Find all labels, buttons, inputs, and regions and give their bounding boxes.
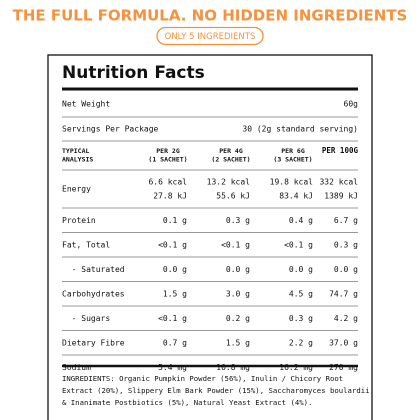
cell: 0.1 g xyxy=(163,216,187,225)
cell: <0.1 g xyxy=(158,240,187,249)
cell: 83.4 kJ xyxy=(279,192,313,201)
cell: 0.3 g xyxy=(226,216,250,225)
cell: 270 mg xyxy=(329,363,358,372)
row-label: Sodium xyxy=(62,363,91,372)
row-label: - Sugars xyxy=(62,314,110,323)
column-header: (3 SACHET) xyxy=(273,156,312,164)
ingredients-line: & Inanimate Postbiotics (5%), Natural Ye… xyxy=(62,398,312,407)
cell: 1.5 g xyxy=(163,289,187,298)
cell: 1389 kJ xyxy=(324,192,358,201)
cell: <0.1 g xyxy=(158,314,187,323)
row-label: Carbohydrates xyxy=(62,289,125,298)
column-header: ANALYSIS xyxy=(62,156,93,164)
label: Servings Per Package xyxy=(62,125,159,134)
cell: 0.3 g xyxy=(334,240,358,249)
cell: 1.5 g xyxy=(226,338,250,347)
cell: 0.0 g xyxy=(289,265,313,274)
cell: 55.6 kJ xyxy=(216,192,250,201)
column-header: (2 SACHET) xyxy=(211,156,250,164)
cell: 332 kcal xyxy=(319,178,358,187)
value: 60g xyxy=(344,100,359,109)
column-header: (1 SACHET) xyxy=(148,156,187,164)
value: 30 (2g standard serving) xyxy=(242,125,358,134)
row-label: - Saturated xyxy=(62,265,125,274)
panel xyxy=(47,54,373,420)
cell: 3.0 g xyxy=(226,289,250,298)
cell: 0.0 g xyxy=(163,265,187,274)
cell: 5.4 mg xyxy=(158,363,187,372)
cell: 27.8 kJ xyxy=(153,192,187,201)
row-label: Protein xyxy=(62,216,96,225)
cell: 0.4 g xyxy=(289,216,313,225)
column-header: PER 2G xyxy=(156,147,180,155)
cell: 0.0 g xyxy=(226,265,250,274)
row-label: Dietary Fibre xyxy=(62,338,125,347)
cell: 10.8 mg xyxy=(216,363,250,372)
ingredients-line: INGREDIENTS: Organic Pumpkin Powder (56%… xyxy=(62,374,343,383)
cell: 13.2 kcal xyxy=(207,178,251,187)
cell: 74.7 g xyxy=(329,289,358,298)
column-header: PER 100G xyxy=(322,146,359,155)
row-label: Energy xyxy=(62,185,91,194)
cell: 37.0 g xyxy=(329,338,358,347)
label: Net Weight xyxy=(62,100,110,109)
cell: 0.0 g xyxy=(334,265,358,274)
cell: 4.5 g xyxy=(289,289,313,298)
headline: THE FULL FORMULA. NO HIDDEN INGREDIENTS xyxy=(13,7,408,25)
cell: 16.2 mg xyxy=(279,363,313,372)
cell: <0.1 g xyxy=(284,240,313,249)
badge xyxy=(156,26,264,46)
column-header: TYPICAL xyxy=(62,147,89,155)
cell: 6.7 g xyxy=(334,216,358,225)
column-header: PER 4G xyxy=(219,147,243,155)
cell: 4.2 g xyxy=(334,314,358,323)
cell: 0.3 g xyxy=(289,314,313,323)
ingredients-line: Extract (20%), Slippery Elm Bark Powder … xyxy=(62,386,370,395)
row-label: Fat, Total xyxy=(62,240,110,249)
panel-title: Nutrition Facts xyxy=(62,63,205,83)
cell: <0.1 g xyxy=(221,240,250,249)
cell: 0.2 g xyxy=(226,314,250,323)
cell: 0.7 g xyxy=(163,338,187,347)
cell: 6.6 kcal xyxy=(148,178,187,187)
column-header: PER 6G xyxy=(281,147,305,155)
cell: 19.8 kcal xyxy=(270,178,314,187)
badge-text: ONLY 5 INGREDIENTS xyxy=(165,32,256,42)
cell: 2.2 g xyxy=(289,338,313,347)
